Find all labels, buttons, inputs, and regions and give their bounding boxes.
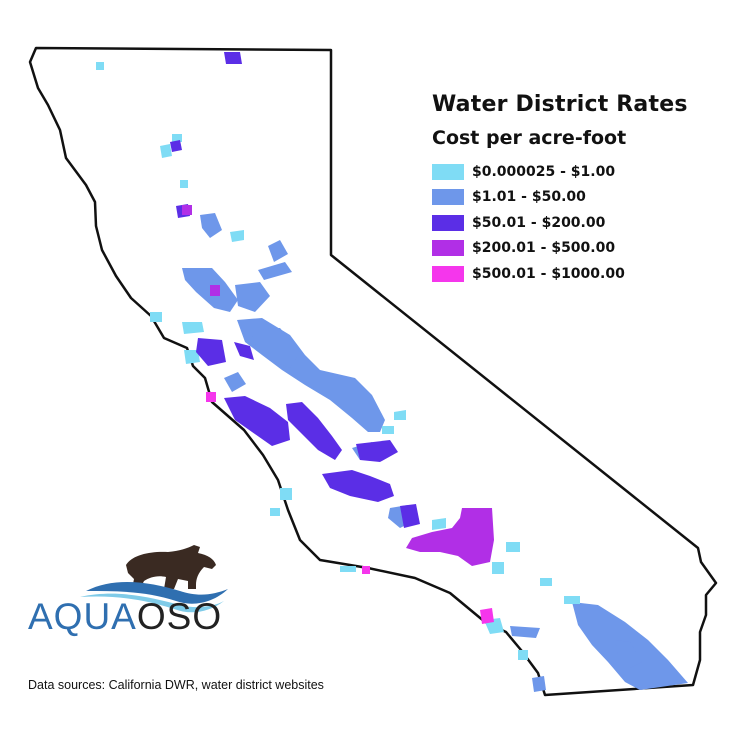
district xyxy=(182,322,204,334)
districts-tier-5 xyxy=(206,392,494,624)
district xyxy=(280,488,292,500)
district xyxy=(382,426,394,434)
district xyxy=(394,410,406,420)
logo-oso-text: OSO xyxy=(136,596,223,637)
district xyxy=(196,338,226,366)
legend-items: $0.000025 - $1.00 $1.01 - $50.00 $50.01 … xyxy=(432,159,688,287)
legend: Water District Rates Cost per acre-foot … xyxy=(432,92,688,287)
district xyxy=(564,596,580,604)
district xyxy=(234,342,254,360)
district xyxy=(180,180,188,188)
legend-swatch xyxy=(432,189,464,206)
legend-subtitle: Cost per acre-foot xyxy=(432,127,627,149)
legend-item: $500.01 - $1000.00 xyxy=(432,261,688,287)
legend-label: $500.01 - $1000.00 xyxy=(472,265,625,282)
district xyxy=(184,350,200,364)
legend-item: $50.01 - $200.00 xyxy=(432,210,688,236)
district xyxy=(268,240,288,262)
bear-shape xyxy=(126,545,216,589)
district xyxy=(224,52,242,64)
district xyxy=(340,566,356,572)
districts-tier-1 xyxy=(96,62,580,660)
district xyxy=(540,578,552,586)
legend-label: $50.01 - $200.00 xyxy=(472,214,606,231)
district xyxy=(480,608,494,624)
legend-swatch xyxy=(432,265,464,282)
district xyxy=(615,640,642,668)
district xyxy=(406,508,494,566)
district xyxy=(286,402,342,460)
district xyxy=(356,440,398,462)
district xyxy=(506,542,520,552)
legend-item: $200.01 - $500.00 xyxy=(432,236,688,262)
wave-light xyxy=(80,593,224,613)
district xyxy=(270,508,280,516)
district xyxy=(224,372,246,392)
california-outline xyxy=(28,46,718,697)
district xyxy=(230,230,244,242)
district xyxy=(518,650,528,660)
district xyxy=(400,504,420,528)
data-sources-note: Data sources: California DWR, water dist… xyxy=(28,678,324,692)
legend-swatch xyxy=(432,163,464,180)
legend-title: Water District Rates xyxy=(432,92,688,117)
district xyxy=(235,282,270,312)
district xyxy=(532,676,546,692)
district xyxy=(322,470,394,502)
district xyxy=(206,392,216,402)
district xyxy=(182,205,192,215)
wave-dark xyxy=(86,581,228,604)
logo-aqua-text: AQUA xyxy=(28,596,137,637)
district xyxy=(362,566,370,574)
legend-swatch xyxy=(432,240,464,257)
district xyxy=(200,213,222,238)
district xyxy=(510,626,540,638)
district xyxy=(96,62,104,70)
legend-label: $200.01 - $500.00 xyxy=(472,240,616,257)
district xyxy=(492,562,504,574)
legend-swatch xyxy=(432,214,464,231)
legend-item: $1.01 - $50.00 xyxy=(432,185,688,211)
district xyxy=(224,396,290,446)
district xyxy=(432,518,446,530)
legend-label: $0.000025 - $1.00 xyxy=(472,163,616,180)
district xyxy=(170,140,182,152)
district xyxy=(210,285,220,296)
logo-wordmark: AQUAOSO xyxy=(28,598,222,635)
districts-tier-4 xyxy=(182,205,494,566)
district xyxy=(172,134,182,142)
district xyxy=(150,312,162,322)
district xyxy=(160,144,172,158)
bear-over-waves-icon xyxy=(80,545,228,613)
districts-tier-3 xyxy=(170,52,420,528)
district xyxy=(258,262,292,280)
district xyxy=(250,328,300,368)
legend-label: $1.01 - $50.00 xyxy=(472,189,586,206)
legend-item: $0.000025 - $1.00 xyxy=(432,159,688,185)
